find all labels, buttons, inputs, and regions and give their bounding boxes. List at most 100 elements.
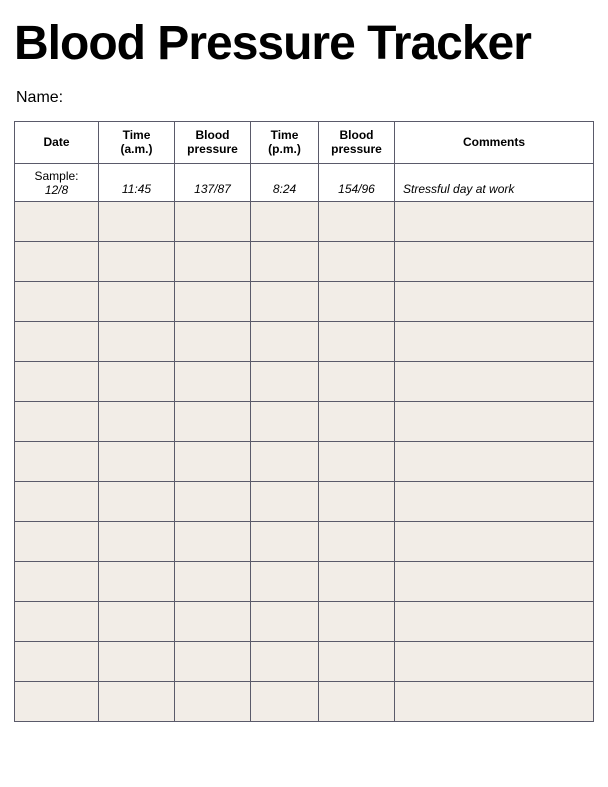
table-row: [15, 401, 594, 441]
table-row: [15, 361, 594, 401]
table-row: [15, 601, 594, 641]
table-body: Sample: 12/8 11:45 137/87 8:24 154/96 St…: [15, 163, 594, 721]
table-cell: [319, 641, 395, 681]
table-cell: [99, 201, 175, 241]
table-cell: [319, 601, 395, 641]
name-label: Name:: [16, 89, 594, 107]
table-row: [15, 681, 594, 721]
table-cell: [99, 521, 175, 561]
table-cell: [319, 201, 395, 241]
sample-bp-pm: 154/96: [319, 163, 395, 201]
table-row: [15, 321, 594, 361]
table-row: [15, 521, 594, 561]
table-cell: [15, 241, 99, 281]
table-cell: [319, 561, 395, 601]
table-cell: [175, 521, 251, 561]
table-cell: [99, 361, 175, 401]
table-cell: [175, 321, 251, 361]
table-cell: [319, 321, 395, 361]
col-header-date: Date: [15, 122, 99, 164]
table-cell: [395, 321, 594, 361]
table-row: [15, 561, 594, 601]
sample-label: Sample:: [34, 169, 78, 183]
table-cell: [175, 241, 251, 281]
table-cell: [251, 561, 319, 601]
table-cell: [395, 561, 594, 601]
table-cell: [175, 361, 251, 401]
table-cell: [395, 641, 594, 681]
table-cell: [175, 681, 251, 721]
table-cell: [395, 361, 594, 401]
table-cell: [15, 601, 99, 641]
table-row: [15, 641, 594, 681]
table-cell: [15, 281, 99, 321]
page-title: Blood Pressure Tracker: [14, 16, 594, 71]
table-cell: [319, 481, 395, 521]
table-cell: [15, 401, 99, 441]
table-row: [15, 481, 594, 521]
table-cell: [99, 321, 175, 361]
table-cell: [15, 481, 99, 521]
table-row: [15, 281, 594, 321]
table-cell: [251, 601, 319, 641]
table-cell: [251, 361, 319, 401]
table-row: [15, 241, 594, 281]
table-cell: [251, 201, 319, 241]
table-cell: [395, 441, 594, 481]
table-cell: [319, 441, 395, 481]
table-cell: [395, 601, 594, 641]
table-cell: [99, 681, 175, 721]
table-cell: [395, 241, 594, 281]
table-cell: [319, 281, 395, 321]
col-header-time-am: Time(a.m.): [99, 122, 175, 164]
table-cell: [99, 281, 175, 321]
table-cell: [319, 401, 395, 441]
table-cell: [251, 321, 319, 361]
table-cell: [175, 601, 251, 641]
sample-time-am: 11:45: [99, 163, 175, 201]
table-cell: [175, 401, 251, 441]
table-header-row: Date Time(a.m.) Bloodpressure Time(p.m.)…: [15, 122, 594, 164]
sample-time-pm: 8:24: [251, 163, 319, 201]
sample-date-cell: Sample: 12/8: [15, 163, 99, 201]
table-cell: [395, 681, 594, 721]
table-cell: [251, 521, 319, 561]
table-cell: [251, 241, 319, 281]
table-cell: [251, 441, 319, 481]
sample-row: Sample: 12/8 11:45 137/87 8:24 154/96 St…: [15, 163, 594, 201]
table-cell: [15, 561, 99, 601]
table-cell: [395, 281, 594, 321]
table-cell: [175, 641, 251, 681]
table-cell: [175, 481, 251, 521]
table-cell: [99, 241, 175, 281]
table-cell: [99, 441, 175, 481]
table-cell: [319, 241, 395, 281]
table-cell: [251, 641, 319, 681]
table-cell: [99, 641, 175, 681]
table-cell: [99, 561, 175, 601]
table-cell: [15, 321, 99, 361]
sample-date-value: 12/8: [45, 183, 68, 197]
table-cell: [15, 201, 99, 241]
sample-comments: Stressful day at work: [395, 163, 594, 201]
table-cell: [251, 681, 319, 721]
col-header-bp-pm: Bloodpressure: [319, 122, 395, 164]
table-cell: [175, 561, 251, 601]
table-cell: [319, 521, 395, 561]
table-cell: [319, 361, 395, 401]
table-cell: [319, 681, 395, 721]
table-row: [15, 201, 594, 241]
table-cell: [175, 201, 251, 241]
table-cell: [15, 681, 99, 721]
col-header-time-pm: Time(p.m.): [251, 122, 319, 164]
table-row: [15, 441, 594, 481]
table-cell: [15, 641, 99, 681]
table-cell: [99, 481, 175, 521]
table-cell: [175, 441, 251, 481]
table-cell: [251, 401, 319, 441]
table-cell: [251, 281, 319, 321]
col-header-bp-am: Bloodpressure: [175, 122, 251, 164]
table-cell: [175, 281, 251, 321]
table-cell: [395, 481, 594, 521]
table-cell: [15, 441, 99, 481]
